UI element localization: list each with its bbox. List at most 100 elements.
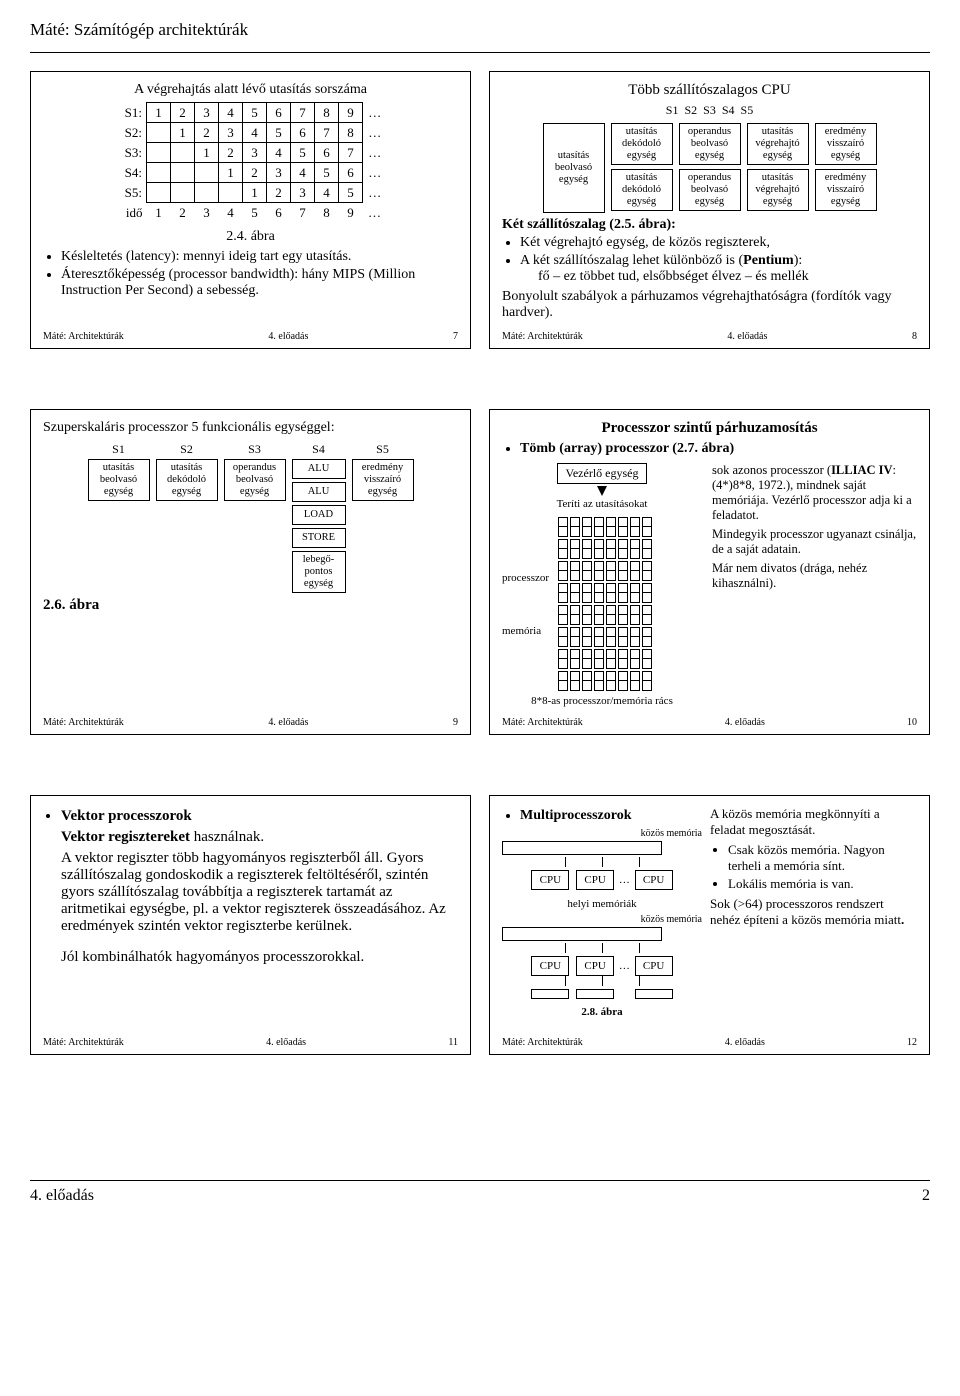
header-rule (30, 52, 930, 53)
grid-cell (642, 605, 652, 625)
s8-s5-box-a: eredmény visszaíró egység (815, 123, 877, 165)
grid-cell (642, 649, 652, 669)
pipeline-cell: 2 (171, 103, 195, 123)
grid-cell (630, 627, 640, 647)
s10-r1: sok azonos processzor (ILLIAC IV: (4*)8*… (712, 463, 917, 523)
s11-p2: Jól kombinálhatók hagyományos processzor… (43, 949, 458, 966)
s8-row1: utasítás beolvasó egység utasítás dekódo… (502, 123, 917, 213)
pipeline-cell: 8 (315, 103, 339, 123)
slide-12: Multiprocesszorok közös memória CPU CPU … (489, 795, 930, 1055)
pipeline-cell: 1 (195, 143, 219, 163)
row-label: S5: (115, 183, 147, 203)
grid-caption: 8*8-as processzor/memória rács (502, 695, 702, 707)
grid-cell (558, 583, 568, 603)
pipeline-cell: 3 (195, 203, 219, 223)
pipeline-cell: 1 (171, 123, 195, 143)
slide-8: Több szállítószalagos CPU S1 S2 S3 S4 S5… (489, 71, 930, 349)
pipeline-cell: 7 (291, 203, 315, 223)
pipeline-cell: 8 (315, 203, 339, 223)
grid-cell (558, 561, 568, 581)
grid-cell (594, 583, 604, 603)
s7-fig: 2.4. ábra (43, 229, 458, 245)
cpu-box: CPU (576, 956, 614, 976)
pipeline-cell: 6 (291, 123, 315, 143)
pipeline-cell (195, 163, 219, 183)
s9-store: STORE (292, 528, 346, 548)
grid-cell (618, 517, 628, 537)
pipeline-cell: 2 (195, 123, 219, 143)
grid-cell (618, 605, 628, 625)
grid-cell (630, 539, 640, 559)
shared-memory-bar-2 (502, 927, 662, 941)
pipeline-cell: 7 (291, 103, 315, 123)
s8-s4-box-a: utasítás végrehajtó egység (747, 123, 809, 165)
pipeline-cell: 7 (315, 123, 339, 143)
pipeline-cell: 2 (219, 143, 243, 163)
grid-cell (618, 561, 628, 581)
pipeline-cell: 1 (243, 183, 267, 203)
grid-cell (642, 561, 652, 581)
arrow-down-icon (502, 486, 702, 496)
pipeline-cell: 4 (291, 163, 315, 183)
s7-bullet-bandwidth: Áteresztőképesség (processor bandwidth):… (61, 267, 458, 299)
grid-cell (570, 671, 580, 691)
pipeline-cell (147, 163, 171, 183)
control-unit-box: Vezérlő egység (557, 463, 648, 484)
pipeline-table: S1:123456789…S2:12345678…S3:1234567…S4:1… (115, 102, 387, 223)
grid-cell (558, 649, 568, 669)
pipeline-cell: 9 (339, 103, 363, 123)
s8-s2-box-b: utasítás dekódoló egység (611, 169, 673, 211)
grid-cell (558, 517, 568, 537)
pipeline-cell: 3 (291, 183, 315, 203)
pipeline-cell: 7 (339, 143, 363, 163)
s11-line1: Vektor regisztereket használnak. (43, 829, 458, 846)
grid-cell (618, 627, 628, 647)
pipeline-cell: 4 (219, 103, 243, 123)
s12-fig: 2.8. ábra (502, 1006, 702, 1018)
pipeline-cell (219, 183, 243, 203)
s8-s1-box: utasítás beolvasó egység (543, 123, 605, 213)
grid-cell (570, 561, 580, 581)
s11-head: Vektor processzorok (61, 808, 458, 825)
grid-cell (594, 605, 604, 625)
ellipsis: … (363, 103, 387, 123)
pipeline-cell: 4 (315, 183, 339, 203)
slide-9: Szuperskaláris processzor 5 funkcionális… (30, 409, 471, 735)
s10-b1: Tömb (array) processzor (2.7. ábra) (520, 441, 917, 457)
grid-cell (582, 517, 592, 537)
mem-label-1: közös memória (502, 828, 702, 839)
grid-cell (606, 539, 616, 559)
pipeline-cell: 5 (243, 203, 267, 223)
cpu-box: CPU (635, 956, 673, 976)
grid-cell (606, 583, 616, 603)
pipeline-cell (147, 123, 171, 143)
row-label: S2: (115, 123, 147, 143)
grid-cell (642, 517, 652, 537)
grid-cell (618, 671, 628, 691)
mem-label-2: közös memória (502, 914, 702, 925)
pipeline-cell: 4 (243, 123, 267, 143)
pipeline-cell: 5 (339, 183, 363, 203)
cpu-box: CPU (635, 870, 673, 890)
s8-b2-sub: fő – ez többet tud, elsőbbséget élvez – … (520, 269, 917, 285)
pipeline-cell: 5 (291, 143, 315, 163)
grid-cell (558, 539, 568, 559)
grid-cell (570, 649, 580, 669)
grid-cell (570, 517, 580, 537)
s9-alu1: ALU (292, 459, 346, 479)
s9-alu2: ALU (292, 482, 346, 502)
ellipsis: … (363, 143, 387, 163)
grid-cell (570, 583, 580, 603)
grid-cell (642, 539, 652, 559)
grid-cell (606, 627, 616, 647)
pipeline-cell: 6 (267, 103, 291, 123)
slide-10: Processzor szintű párhuzamosítás Tömb (a… (489, 409, 930, 735)
grid-cell (618, 583, 628, 603)
pipeline-cell (147, 143, 171, 163)
pipeline-cell: 2 (267, 183, 291, 203)
grid-cell (606, 671, 616, 691)
s8-b2: A két szállítószalag lehet különböző is … (520, 253, 917, 285)
s7-title: A végrehajtás alatt lévő utasítás sorszá… (43, 82, 458, 98)
footer-num: 7 (453, 331, 458, 342)
grid-cell (630, 605, 640, 625)
